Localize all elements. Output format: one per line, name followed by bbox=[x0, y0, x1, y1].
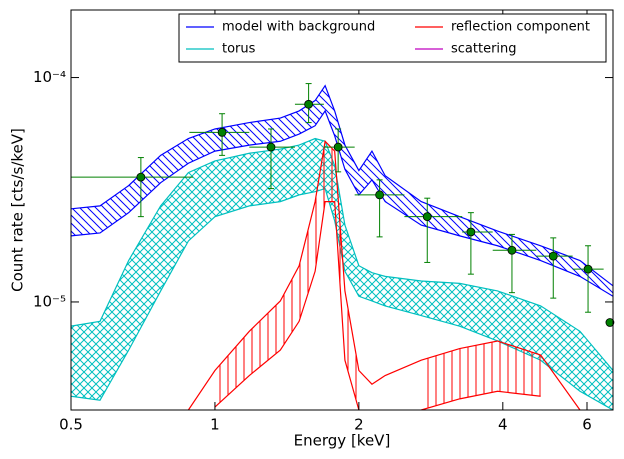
data-point bbox=[333, 142, 343, 152]
x-tick-label: 2 bbox=[354, 416, 364, 434]
band-fill bbox=[421, 340, 541, 410]
axes-frame bbox=[70, 9, 614, 411]
band-edge bbox=[71, 187, 613, 410]
data-point bbox=[583, 264, 593, 274]
data-point bbox=[304, 99, 314, 109]
band-edge bbox=[214, 201, 360, 410]
legend-label: scattering bbox=[451, 42, 517, 57]
y-tick-label: 10⁻⁴ bbox=[33, 68, 66, 86]
x-tick-label: 0.5 bbox=[59, 416, 83, 434]
plot-area bbox=[71, 84, 613, 410]
data-point bbox=[136, 172, 146, 182]
band-edge bbox=[421, 390, 541, 410]
data-point bbox=[507, 245, 517, 255]
legend: model with background torus reflection com… bbox=[178, 13, 607, 63]
data-point bbox=[605, 318, 615, 327]
band-fill bbox=[71, 85, 613, 297]
legend-box bbox=[178, 13, 607, 63]
y-axis-label: Count rate [cts/s/keV] bbox=[9, 128, 27, 292]
band-fill bbox=[214, 141, 359, 410]
x-tick-label: 4 bbox=[498, 416, 508, 434]
legend-label: torus bbox=[222, 42, 256, 57]
data-point bbox=[422, 212, 432, 222]
overlay: 0.5 1 2 4 6 10⁻⁵ 10⁻⁴ bbox=[33, 10, 615, 434]
x-tick-label: 1 bbox=[210, 416, 220, 434]
x-axis-label: Energy [keV] bbox=[294, 432, 391, 450]
legend-label: reflection component bbox=[451, 20, 590, 35]
x-tick-label: 6 bbox=[582, 416, 592, 434]
data-point bbox=[266, 142, 276, 152]
data-point bbox=[548, 251, 558, 261]
band-fill bbox=[71, 138, 613, 410]
band-edge bbox=[187, 140, 581, 410]
legend-label: model with background bbox=[222, 20, 375, 35]
y-tick-label: 10⁻⁵ bbox=[33, 292, 66, 310]
band-edge bbox=[71, 84, 613, 287]
data-point bbox=[466, 227, 476, 237]
band-edge bbox=[71, 109, 613, 297]
data-point bbox=[375, 190, 385, 200]
data-point bbox=[217, 127, 227, 137]
